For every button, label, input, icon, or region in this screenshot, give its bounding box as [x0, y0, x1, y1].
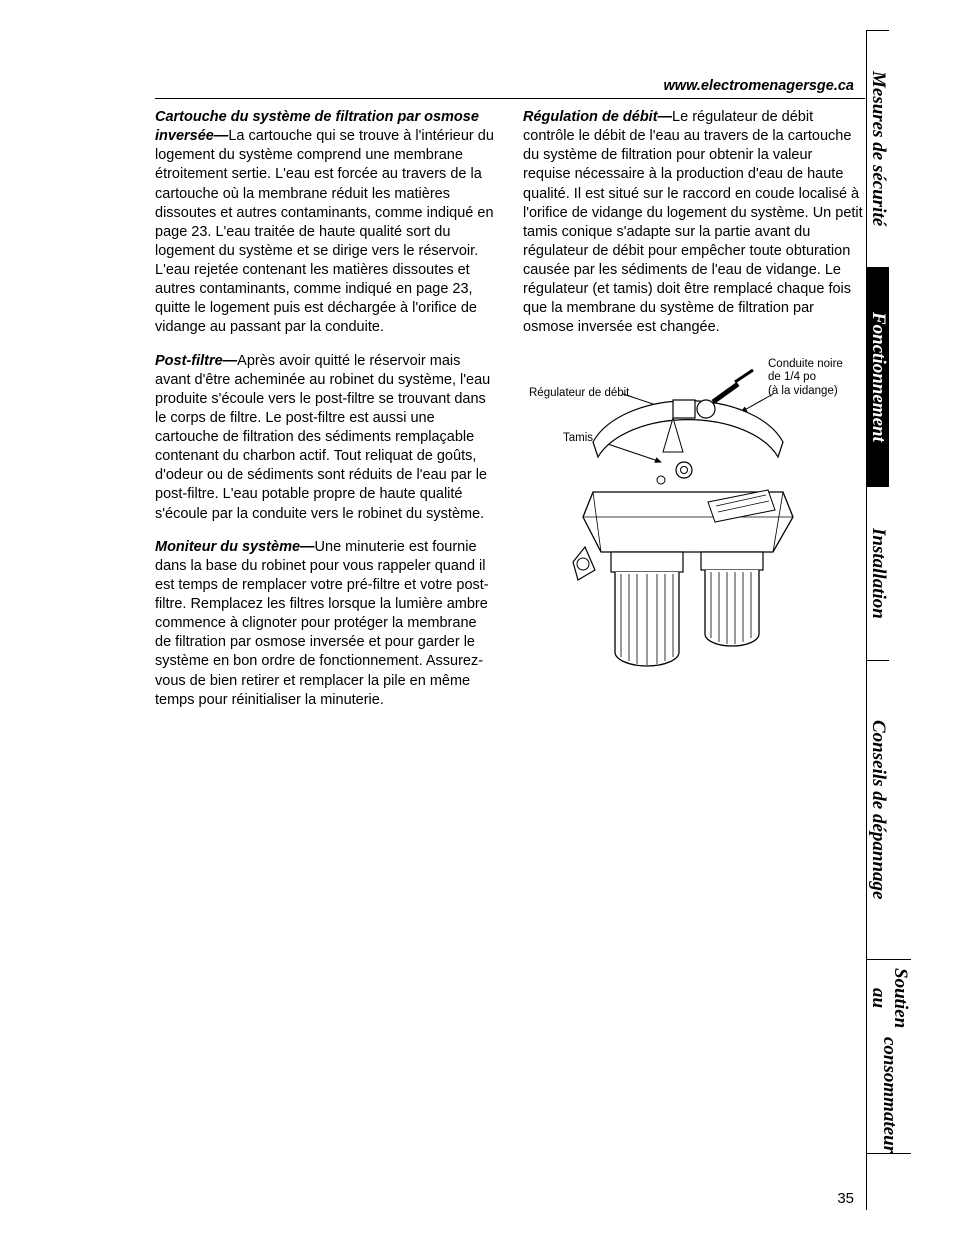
tab-soutien-l2: consommateur [878, 1037, 900, 1153]
body-postfiltre: Après avoir quitté le réservoir mais ava… [155, 353, 490, 522]
side-tabs: Mesures de sécurité Fonctionnement Insta… [866, 30, 936, 1210]
diagram-filtration: Régulateur de débit Tamis Conduite noire… [523, 352, 863, 688]
header-rule [155, 98, 865, 99]
right-column: Régulation de débit—Le régulateur de déb… [523, 108, 863, 724]
lead-regulation: Régulation de débit— [523, 109, 672, 125]
label-conduit-l2: de 1/4 po [768, 371, 816, 383]
tab-soutien-l1: Soutien au [867, 960, 911, 1037]
tab-soutien-consommateur[interactable]: Soutien au consommateur [867, 959, 911, 1154]
tab-mesures-securite[interactable]: Mesures de sécurité [867, 30, 889, 268]
label-tamis: Tamis [563, 432, 593, 446]
lead-moniteur: Moniteur du système— [155, 539, 315, 555]
paragraph-cartouche: Cartouche du système de filtration par o… [155, 108, 495, 338]
label-regulator: Régulateur de débit [529, 387, 629, 401]
paragraph-moniteur: Moniteur du système—Une minuterie est fo… [155, 538, 495, 710]
diagram-svg [523, 352, 863, 682]
body-cartouche: La cartouche qui se trouve à l'intérieur… [155, 128, 494, 335]
content-area: Cartouche du système de filtration par o… [155, 108, 865, 724]
paragraph-regulation: Régulation de débit—Le régulateur de déb… [523, 108, 863, 338]
page: www.electromenagersge.ca Cartouche du sy… [0, 0, 954, 1235]
label-conduit-l3: (à la vidange) [768, 385, 838, 397]
body-moniteur: Une minuterie est fournie dans la base d… [155, 539, 489, 708]
label-conduit-l1: Conduite noire [768, 358, 843, 370]
paragraph-postfiltre: Post-filtre—Après avoir quitté le réserv… [155, 352, 495, 524]
tab-conseils-depannage[interactable]: Conseils de dépannage [867, 660, 889, 960]
lead-postfiltre: Post-filtre— [155, 353, 237, 369]
left-column: Cartouche du système de filtration par o… [155, 108, 495, 724]
header-url: www.electromenagersge.ca [664, 78, 854, 94]
body-regulation: Le régulateur de débit contrôle le débit… [523, 109, 863, 335]
page-number: 35 [837, 1190, 854, 1207]
tab-fonctionnement[interactable]: Fonctionnement [867, 267, 889, 487]
tab-installation[interactable]: Installation [867, 486, 889, 661]
label-conduit: Conduite noire de 1/4 po (à la vidange) [768, 358, 843, 399]
